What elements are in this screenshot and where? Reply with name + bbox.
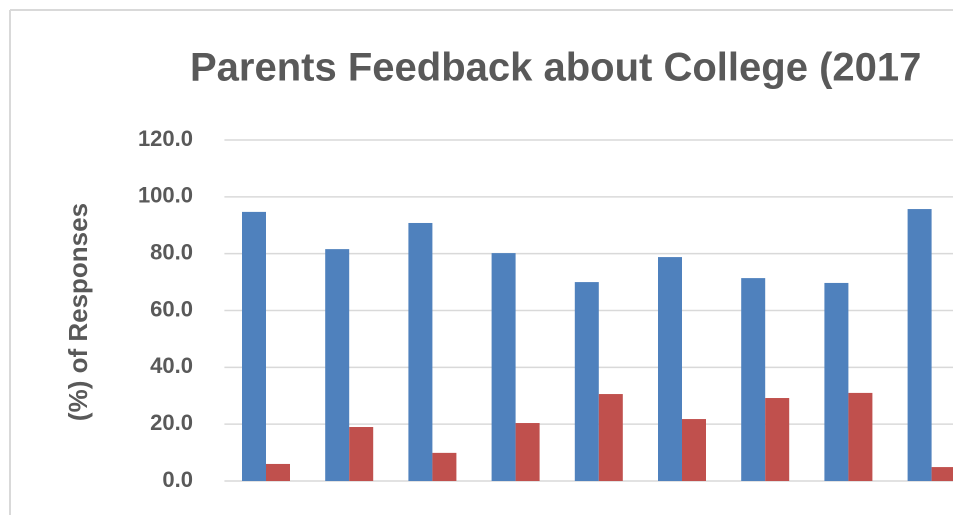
bar — [848, 392, 873, 481]
bar — [408, 222, 433, 481]
bar — [658, 257, 682, 481]
y-tick-label: 100.0 — [138, 183, 193, 208]
bar — [765, 398, 790, 481]
bar — [491, 253, 516, 481]
bar — [266, 463, 290, 481]
bar — [598, 394, 623, 481]
bar — [325, 249, 350, 481]
y-tick-label: 60.0 — [150, 296, 193, 321]
bar — [349, 427, 374, 481]
bar — [242, 211, 266, 481]
bar — [741, 278, 766, 481]
bar — [515, 423, 540, 481]
bar — [907, 209, 932, 482]
y-tick-label: 40.0 — [150, 353, 193, 378]
y-axis-label: (%) of Responses — [63, 203, 93, 421]
bar — [931, 467, 953, 481]
y-tick-label: 0.0 — [162, 467, 193, 492]
y-tick-label: 20.0 — [150, 410, 193, 435]
bar — [824, 282, 849, 481]
chart-title: Parents Feedback about College (2017 — [190, 46, 921, 90]
bar — [432, 452, 457, 481]
bar — [574, 282, 599, 481]
y-tick-label: 80.0 — [150, 239, 193, 264]
bar — [682, 419, 706, 481]
y-tick-label: 120.0 — [138, 126, 193, 151]
